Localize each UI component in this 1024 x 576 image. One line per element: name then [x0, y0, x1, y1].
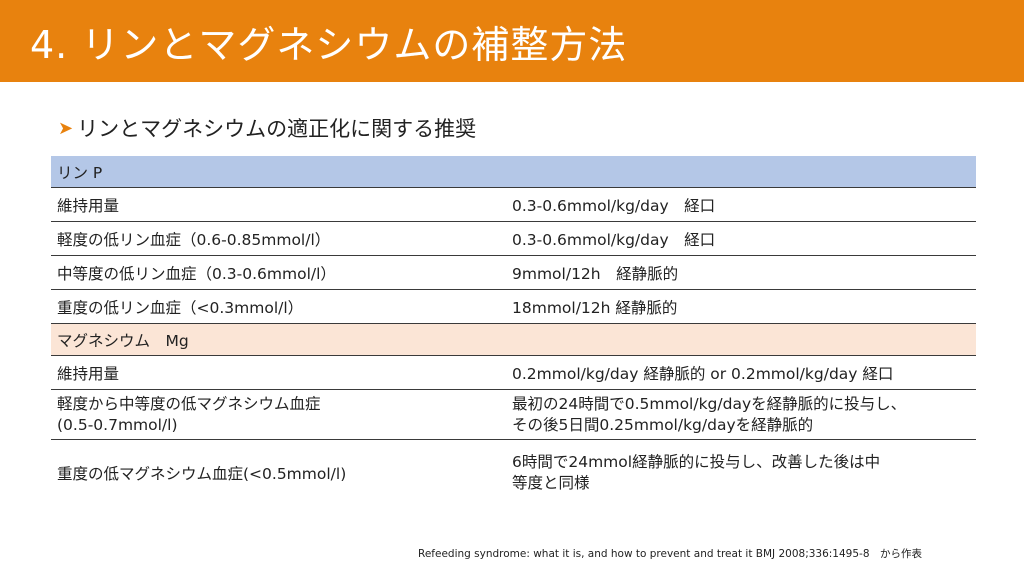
row-label: 中等度の低リン血症（0.3-0.6mmol/l）	[51, 256, 508, 289]
row-label: 軽度の低リン血症（0.6-0.85mmol/l）	[51, 222, 508, 255]
row-label: 重度の低リン血症（<0.3mmol/l）	[51, 290, 508, 323]
row-value: 0.3-0.6mmol/kg/day 経口	[508, 222, 976, 255]
row-value-line2: 等度と同様	[512, 473, 880, 494]
row-label: 軽度から中等度の低マグネシウム血症 (0.5-0.7mmol/l)	[51, 390, 508, 439]
row-label: 維持用量	[51, 356, 508, 389]
row-value: 最初の24時間で0.5mmol/kg/dayを経静脈的に投与し、 その後5日間0…	[508, 390, 976, 439]
table-row: 中等度の低リン血症（0.3-0.6mmol/l） 9mmol/12h 経静脈的	[51, 256, 976, 290]
row-value-line2: その後5日間0.25mmol/kg/dayを経静脈的	[512, 415, 906, 436]
row-label: 重度の低マグネシウム血症(<0.5mmol/l)	[51, 440, 508, 506]
subheading: ➤ リンとマグネシウムの適正化に関する推奨	[58, 113, 476, 143]
row-value: 0.3-0.6mmol/kg/day 経口	[508, 188, 976, 221]
row-value: 18mmol/12h 経静脈的	[508, 290, 976, 323]
arrow-bullet-icon: ➤	[58, 118, 73, 139]
row-value: 0.2mmol/kg/day 経静脈的 or 0.2mmol/kg/day 経口	[508, 356, 976, 389]
recommendation-table: リン P 維持用量 0.3-0.6mmol/kg/day 経口 軽度の低リン血症…	[51, 156, 976, 506]
row-label: 維持用量	[51, 188, 508, 221]
title-bar: 4. リンとマグネシウムの補整方法	[0, 0, 1024, 82]
subheading-text: リンとマグネシウムの適正化に関する推奨	[77, 113, 476, 143]
row-value: 6時間で24mmol経静脈的に投与し、改善した後は中 等度と同様	[508, 440, 976, 506]
row-value: 9mmol/12h 経静脈的	[508, 256, 976, 289]
table-row: 重度の低リン血症（<0.3mmol/l） 18mmol/12h 経静脈的	[51, 290, 976, 324]
page-title: 4. リンとマグネシウムの補整方法	[30, 14, 627, 69]
magnesium-header: マグネシウム Mg	[51, 324, 508, 355]
row-label-line2: (0.5-0.7mmol/l)	[57, 415, 321, 436]
table-row: 維持用量 0.3-0.6mmol/kg/day 経口	[51, 188, 976, 222]
row-value-line1: 最初の24時間で0.5mmol/kg/dayを経静脈的に投与し、	[512, 394, 906, 415]
row-label-line1: 軽度から中等度の低マグネシウム血症	[57, 394, 321, 415]
phosphorus-header: リン P	[51, 156, 508, 187]
citation: Refeeding syndrome: what it is, and how …	[418, 546, 922, 561]
row-value-line1: 6時間で24mmol経静脈的に投与し、改善した後は中	[512, 452, 880, 473]
table-row: 重度の低マグネシウム血症(<0.5mmol/l) 6時間で24mmol経静脈的に…	[51, 440, 976, 506]
magnesium-header-row: マグネシウム Mg	[51, 324, 976, 356]
table-row: 軽度から中等度の低マグネシウム血症 (0.5-0.7mmol/l) 最初の24時…	[51, 390, 976, 440]
phosphorus-header-row: リン P	[51, 156, 976, 188]
table-row: 維持用量 0.2mmol/kg/day 経静脈的 or 0.2mmol/kg/d…	[51, 356, 976, 390]
table-row: 軽度の低リン血症（0.6-0.85mmol/l） 0.3-0.6mmol/kg/…	[51, 222, 976, 256]
